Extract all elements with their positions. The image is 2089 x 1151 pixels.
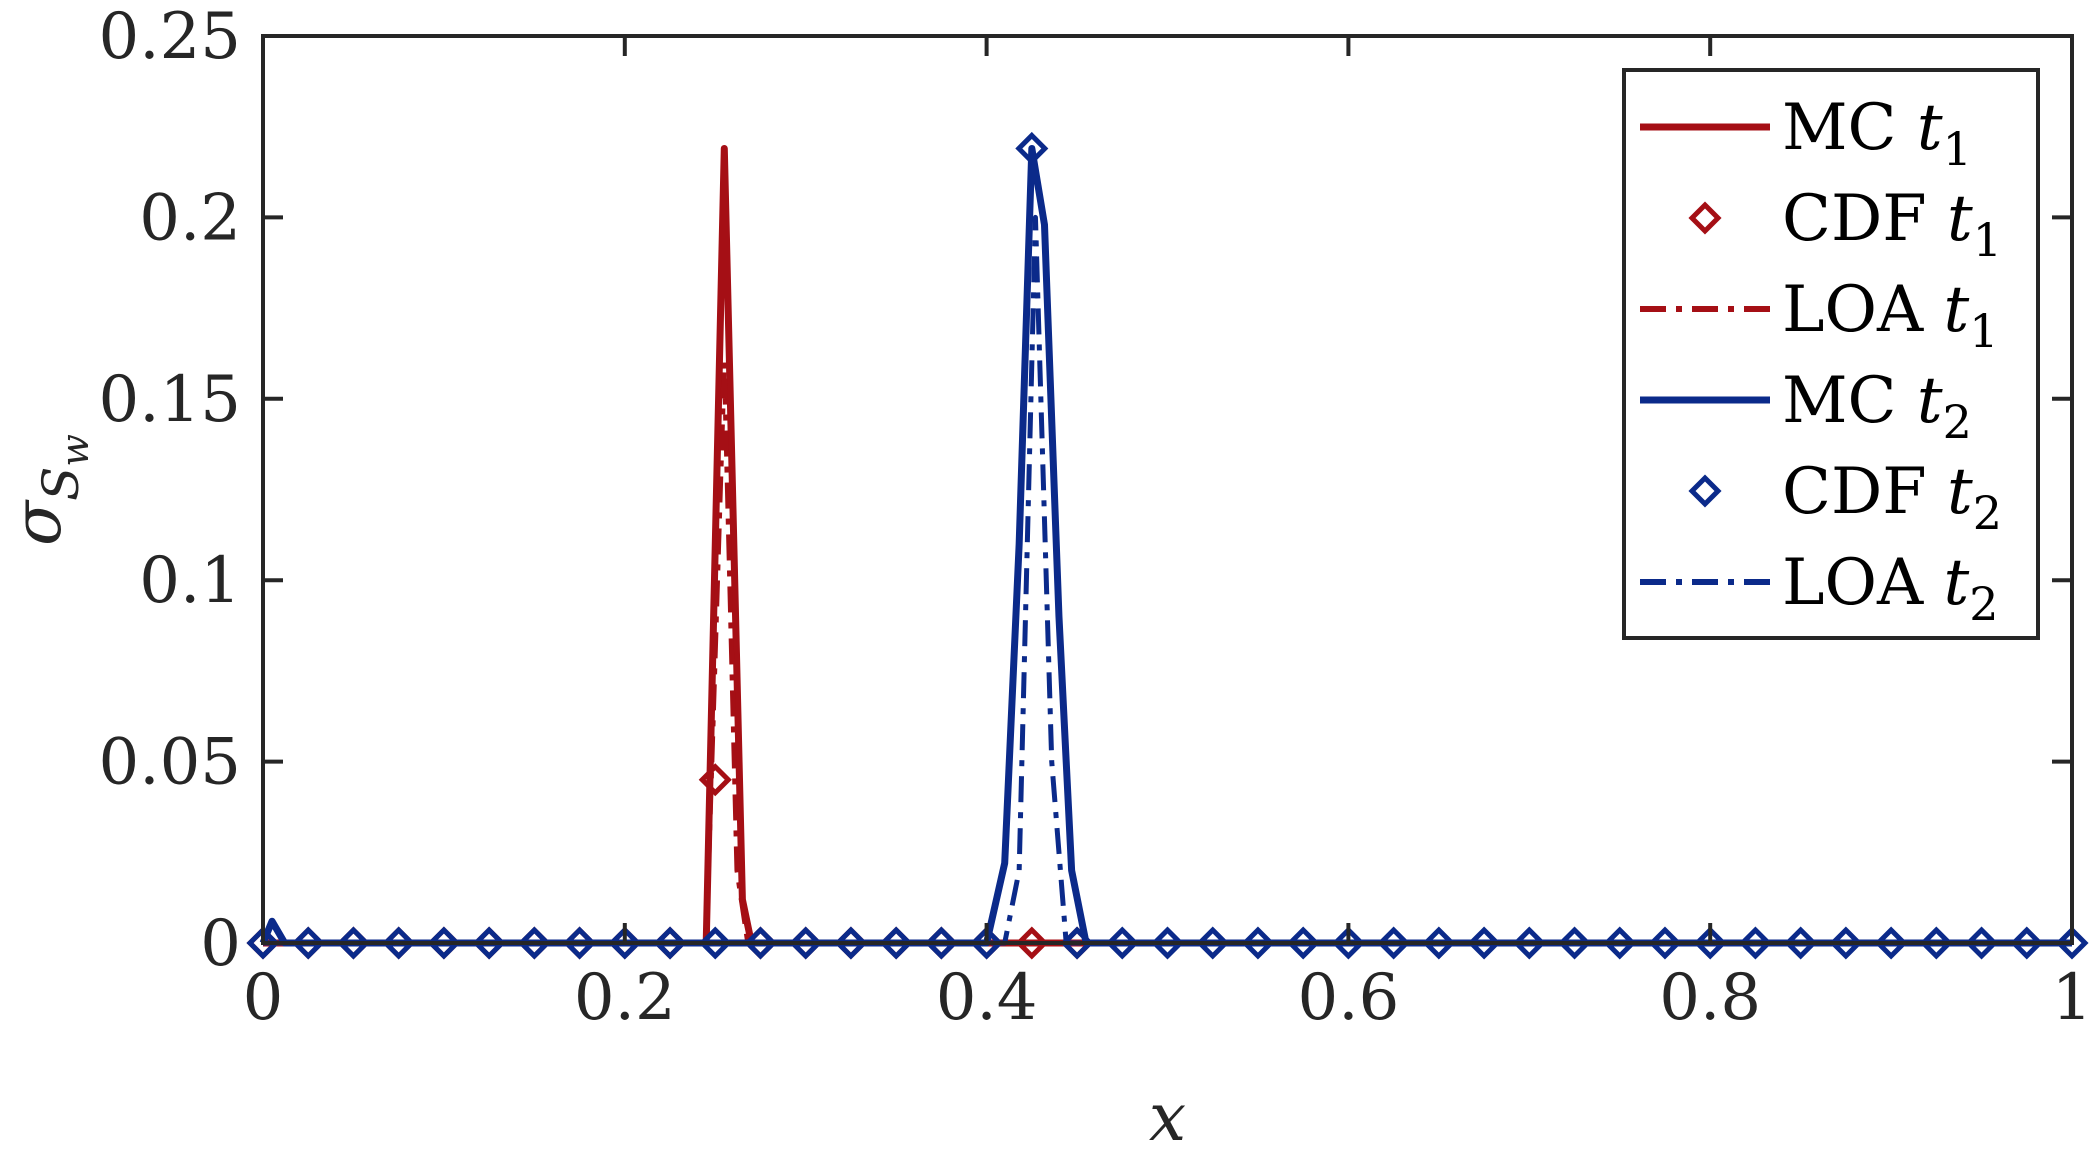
marker-cdf-t2-1: [291, 926, 325, 960]
ticks-layer: 0 0.2 0.4 0.6 0.8 1 0 0.05 0.1 0.15 0.2 0.25: [99, 0, 2089, 1035]
marker-cdf-t2-37: [1919, 926, 1953, 960]
marker-cdf-t1-10: [698, 763, 732, 797]
marker-cdf-t2-29: [1557, 926, 1592, 960]
legend-marker: [1688, 474, 1722, 508]
x-axis-label: x: [1149, 1079, 1186, 1151]
marker-cdf-t2-15: [924, 926, 958, 960]
legend-entry-cdf-t1: CDF t1: [1688, 182, 2002, 267]
marker-cdf-t2-5: [472, 926, 506, 960]
legend-label: CDF t2: [1782, 455, 2002, 540]
marker-cdf-t2-34: [1784, 926, 1818, 960]
marker-cdf-t2-6: [517, 926, 551, 960]
legend-label: LOA t1: [1782, 273, 1999, 358]
marker-cdf-t2-30: [1603, 926, 1637, 960]
marker-cdf-t1-17: [1015, 926, 1049, 960]
marker-cdf-t2-3: [382, 926, 416, 960]
marker-cdf-t2-35: [1829, 926, 1863, 960]
y-tick-label: 0.2: [139, 181, 241, 255]
marker-cdf-t2-7: [563, 926, 597, 960]
series-mc-t2: [259, 144, 2072, 947]
marker-cdf-t2-28: [1512, 926, 1546, 960]
y-tick-label: 0.25: [99, 0, 242, 74]
marker-cdf-t2-32: [1693, 926, 1727, 960]
legend-entry-loa-t1: LOA t1: [1640, 273, 1999, 358]
legend-label: LOA t2: [1782, 546, 1999, 631]
marker-cdf-t2-33: [1738, 926, 1772, 960]
marker-cdf-t2-39: [2010, 926, 2044, 960]
y-tick-label: 0: [200, 907, 241, 981]
legend-entry-mc-t1: MC t1: [1640, 91, 1972, 176]
legend-label: MC t2: [1782, 364, 1972, 449]
legend-label: MC t1: [1782, 91, 1972, 176]
plot-frame: [261, 34, 2074, 945]
marker-cdf-t2-9: [653, 926, 687, 960]
x-tick-label: 0.4: [936, 961, 1038, 1035]
x-tick-label: 0: [243, 961, 284, 1035]
marker-cdf-t2-4: [427, 926, 461, 960]
marker-cdf-t2-17: [1015, 131, 1049, 166]
marker-cdf-t2-25: [1377, 926, 1411, 960]
marker-cdf-t2-21: [1196, 926, 1230, 960]
marker-cdf-t2-14: [879, 926, 913, 960]
legend-entry-mc-t2: MC t2: [1640, 364, 1972, 449]
y-tick-label: 0.15: [99, 363, 242, 437]
labels-layer: x σSw: [0, 434, 1186, 1151]
marker-cdf-t2-13: [834, 926, 868, 960]
y-axis-label: σSw: [0, 434, 97, 546]
marker-cdf-t2-31: [1648, 926, 1682, 960]
marker-cdf-t2-10: [698, 926, 732, 960]
marker-cdf-t2-2: [336, 926, 370, 960]
marker-cdf-t2-20: [1150, 926, 1185, 960]
series-cdf-t2: [246, 131, 2089, 960]
marker-cdf-t2-18: [1060, 926, 1094, 960]
legend-entry-cdf-t2: CDF t2: [1688, 455, 2002, 540]
marker-cdf-t2-23: [1286, 926, 1320, 960]
x-tick-label: 0.6: [1298, 961, 1400, 1035]
marker-cdf-t2-12: [789, 926, 823, 960]
marker-cdf-t2-8: [608, 926, 642, 960]
marker-cdf-t2-36: [1874, 926, 1908, 960]
y-tick-label: 0.05: [99, 726, 242, 800]
legend-entry-loa-t2: LOA t2: [1640, 546, 1999, 631]
marker-cdf-t2-11: [743, 926, 778, 960]
legend-marker: [1688, 201, 1722, 235]
legend-label: CDF t1: [1782, 182, 2002, 267]
marker-cdf-t2-16: [970, 926, 1004, 960]
marker-cdf-t2-26: [1422, 926, 1456, 960]
marker-cdf-t2-19: [1105, 926, 1139, 960]
marker-cdf-t2-24: [1331, 926, 1365, 960]
x-tick-label: 0.8: [1659, 961, 1761, 1035]
y-tick-label: 0.1: [139, 544, 241, 618]
marker-cdf-t2-40: [2055, 926, 2089, 960]
marker-cdf-t2-0: [246, 926, 280, 960]
x-tick-label: 1: [2052, 961, 2089, 1035]
legend-box: [1622, 68, 2040, 640]
marker-cdf-t2-38: [1965, 926, 1999, 960]
marker-cdf-t2-22: [1241, 926, 1275, 960]
marker-cdf-t2-27: [1467, 926, 1501, 960]
x-tick-label: 0.2: [574, 961, 676, 1035]
